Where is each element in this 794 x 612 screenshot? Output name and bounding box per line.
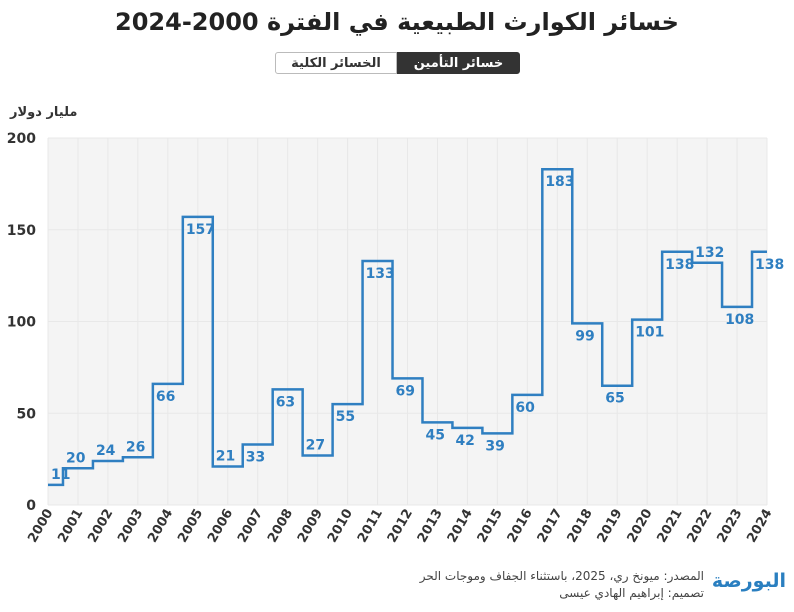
data-label: 60 <box>515 400 535 416</box>
view-toggle: خسائر التأمين الخسائر الكلية <box>275 52 520 74</box>
data-label: 21 <box>216 448 235 464</box>
x-tick-label: 2014 <box>445 507 476 546</box>
x-tick-label: 2021 <box>655 507 686 546</box>
x-tick-label: 2022 <box>684 507 715 546</box>
y-tick-label: 150 <box>7 223 36 239</box>
x-tick-label: 2020 <box>625 507 656 546</box>
data-label: 66 <box>156 389 175 405</box>
data-label: 45 <box>425 427 444 443</box>
data-label: 108 <box>725 312 754 328</box>
x-tick-label: 2013 <box>415 507 446 546</box>
x-tick-label: 2005 <box>175 507 206 546</box>
y-tick-label: 50 <box>17 406 37 422</box>
design-credit: تصميم: إبراهيم الهادي عيسى <box>559 586 704 600</box>
x-tick-label: 2015 <box>475 507 506 546</box>
data-label: 138 <box>665 257 694 273</box>
x-tick-label: 2001 <box>55 507 86 546</box>
x-tick-label: 2012 <box>385 507 416 546</box>
x-tick-label: 2003 <box>115 507 146 546</box>
data-label: 63 <box>276 394 295 410</box>
x-tick-label: 2009 <box>295 507 326 546</box>
data-label: 26 <box>126 439 145 455</box>
footer: المصدر: ميونخ ري، 2025، باستثناء الجفاف … <box>420 568 704 602</box>
total-losses-tab[interactable]: الخسائر الكلية <box>275 52 397 74</box>
data-label: 183 <box>545 174 574 190</box>
data-label: 65 <box>605 391 624 407</box>
series-line <box>48 167 767 487</box>
x-tick-label: 2019 <box>595 507 626 546</box>
y-tick-label: 100 <box>7 315 36 331</box>
data-label: 99 <box>575 328 594 344</box>
data-label: 39 <box>485 438 504 454</box>
data-label: 33 <box>246 449 265 465</box>
chart-title: خسائر الكوارث الطبيعية في الفترة 2000-20… <box>115 8 679 36</box>
data-label: 11 <box>51 467 70 483</box>
data-label: 101 <box>635 325 664 341</box>
data-label: 157 <box>186 222 215 238</box>
x-tick-label: 2007 <box>235 507 266 546</box>
y-axis-label: مليار دولار <box>10 105 78 120</box>
data-label: 138 <box>755 257 784 273</box>
x-tick-label: 2011 <box>355 507 386 546</box>
x-tick-label: 2016 <box>505 507 536 546</box>
data-label: 132 <box>695 245 724 261</box>
data-label: 20 <box>66 450 86 466</box>
y-tick-label: 200 <box>7 131 36 147</box>
data-label: 133 <box>366 266 395 282</box>
x-tick-label: 2018 <box>565 507 596 546</box>
data-label: 24 <box>96 443 116 459</box>
data-label: 55 <box>336 409 355 425</box>
x-tick-label: 2010 <box>325 507 356 546</box>
x-tick-label: 2017 <box>535 507 566 546</box>
x-tick-label: 2023 <box>714 507 745 546</box>
logo: البورصة <box>711 570 786 592</box>
source-text: المصدر: ميونخ ري، 2025، باستثناء الجفاف … <box>419 569 704 583</box>
x-tick-label: 2008 <box>265 507 296 546</box>
x-tick-label: 2002 <box>85 507 116 546</box>
x-tick-label: 2004 <box>145 507 176 546</box>
data-label: 69 <box>396 383 415 399</box>
x-tick-label: 2006 <box>205 507 236 546</box>
insurance-losses-tab[interactable]: خسائر التأمين <box>397 52 520 74</box>
data-label: 42 <box>455 433 474 449</box>
x-tick-label: 2024 <box>744 507 775 546</box>
data-label: 27 <box>306 437 325 453</box>
y-tick-label: 0 <box>26 498 36 514</box>
